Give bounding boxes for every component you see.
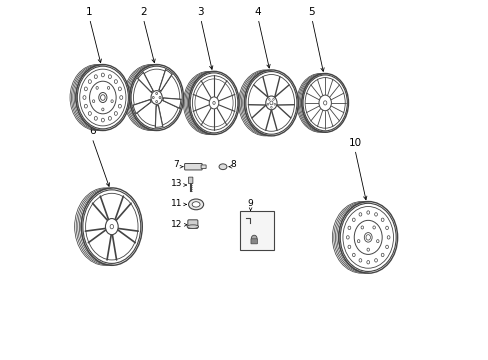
Ellipse shape bbox=[386, 236, 389, 239]
Ellipse shape bbox=[269, 101, 272, 105]
Ellipse shape bbox=[339, 202, 396, 273]
Text: 1: 1 bbox=[86, 7, 93, 17]
Ellipse shape bbox=[88, 112, 91, 115]
Ellipse shape bbox=[352, 253, 354, 257]
Ellipse shape bbox=[77, 66, 129, 130]
Ellipse shape bbox=[318, 95, 331, 111]
Ellipse shape bbox=[266, 103, 268, 105]
Ellipse shape bbox=[118, 104, 121, 108]
Ellipse shape bbox=[107, 86, 109, 89]
Ellipse shape bbox=[374, 258, 377, 262]
Text: 3: 3 bbox=[197, 7, 203, 17]
Ellipse shape bbox=[108, 117, 111, 120]
Ellipse shape bbox=[212, 102, 215, 104]
Ellipse shape bbox=[155, 93, 157, 95]
Ellipse shape bbox=[120, 96, 122, 99]
Text: 12: 12 bbox=[171, 220, 183, 229]
Ellipse shape bbox=[346, 236, 348, 239]
Polygon shape bbox=[159, 70, 171, 91]
Ellipse shape bbox=[381, 253, 383, 257]
Ellipse shape bbox=[82, 189, 141, 264]
FancyBboxPatch shape bbox=[187, 220, 198, 228]
Polygon shape bbox=[138, 73, 153, 92]
Ellipse shape bbox=[358, 258, 361, 262]
Ellipse shape bbox=[270, 106, 272, 108]
Text: 6: 6 bbox=[89, 126, 95, 136]
Ellipse shape bbox=[366, 248, 369, 251]
Ellipse shape bbox=[219, 164, 226, 170]
Bar bbox=[239, 211, 273, 250]
Ellipse shape bbox=[273, 103, 275, 105]
Ellipse shape bbox=[84, 87, 87, 91]
Ellipse shape bbox=[358, 213, 361, 216]
Ellipse shape bbox=[189, 72, 238, 134]
Ellipse shape bbox=[105, 219, 118, 235]
Ellipse shape bbox=[88, 80, 91, 84]
Text: 11: 11 bbox=[171, 199, 183, 208]
Ellipse shape bbox=[114, 112, 117, 115]
Ellipse shape bbox=[83, 96, 86, 99]
Ellipse shape bbox=[347, 226, 350, 230]
Ellipse shape bbox=[187, 225, 198, 228]
FancyBboxPatch shape bbox=[184, 163, 202, 170]
Ellipse shape bbox=[114, 80, 117, 84]
Ellipse shape bbox=[159, 96, 161, 99]
Ellipse shape bbox=[102, 108, 104, 111]
Ellipse shape bbox=[347, 245, 350, 249]
Ellipse shape bbox=[110, 224, 113, 229]
FancyBboxPatch shape bbox=[250, 239, 257, 244]
Ellipse shape bbox=[108, 75, 111, 78]
Ellipse shape bbox=[251, 235, 257, 242]
Ellipse shape bbox=[374, 213, 377, 216]
Polygon shape bbox=[155, 105, 163, 127]
Ellipse shape bbox=[188, 199, 203, 210]
Ellipse shape bbox=[96, 86, 98, 89]
Ellipse shape bbox=[155, 100, 157, 103]
Ellipse shape bbox=[265, 96, 276, 110]
Ellipse shape bbox=[130, 66, 183, 130]
Ellipse shape bbox=[192, 202, 200, 207]
FancyBboxPatch shape bbox=[188, 177, 192, 184]
Ellipse shape bbox=[244, 71, 297, 135]
Ellipse shape bbox=[302, 74, 347, 131]
Ellipse shape bbox=[381, 218, 383, 221]
Ellipse shape bbox=[357, 240, 359, 243]
Text: 10: 10 bbox=[347, 138, 361, 148]
Ellipse shape bbox=[94, 117, 97, 120]
Text: 8: 8 bbox=[230, 160, 235, 169]
Polygon shape bbox=[133, 100, 151, 113]
Text: 5: 5 bbox=[308, 7, 315, 17]
Ellipse shape bbox=[92, 100, 95, 103]
Ellipse shape bbox=[366, 211, 369, 214]
Ellipse shape bbox=[101, 73, 104, 77]
Text: 13: 13 bbox=[171, 179, 183, 188]
Ellipse shape bbox=[372, 226, 375, 229]
Ellipse shape bbox=[268, 98, 269, 100]
Polygon shape bbox=[163, 98, 181, 108]
Ellipse shape bbox=[152, 96, 154, 99]
Ellipse shape bbox=[376, 240, 378, 243]
Ellipse shape bbox=[209, 97, 218, 109]
Ellipse shape bbox=[385, 245, 387, 249]
Ellipse shape bbox=[94, 75, 97, 78]
Text: 7: 7 bbox=[173, 160, 179, 169]
Ellipse shape bbox=[101, 118, 104, 122]
Ellipse shape bbox=[366, 261, 369, 264]
Ellipse shape bbox=[84, 104, 87, 108]
FancyBboxPatch shape bbox=[201, 165, 206, 168]
Ellipse shape bbox=[385, 226, 387, 230]
Text: 4: 4 bbox=[254, 7, 261, 17]
Text: 2: 2 bbox=[140, 7, 146, 17]
Ellipse shape bbox=[272, 98, 274, 100]
Ellipse shape bbox=[151, 91, 162, 104]
Text: 9: 9 bbox=[247, 199, 253, 208]
Ellipse shape bbox=[323, 101, 326, 105]
Ellipse shape bbox=[360, 226, 363, 229]
Ellipse shape bbox=[111, 100, 113, 103]
Ellipse shape bbox=[118, 87, 121, 91]
Ellipse shape bbox=[352, 218, 354, 221]
